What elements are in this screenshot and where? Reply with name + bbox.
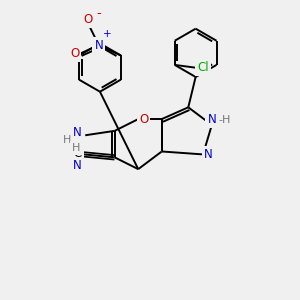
Text: -: -	[96, 7, 101, 20]
Text: N: N	[73, 126, 81, 140]
Text: O: O	[83, 13, 92, 26]
Text: N: N	[73, 159, 82, 172]
Text: O: O	[139, 112, 148, 126]
Text: N: N	[208, 113, 216, 126]
Text: -H: -H	[218, 115, 230, 125]
Text: +: +	[103, 29, 111, 39]
Text: N: N	[94, 39, 103, 52]
Text: H: H	[63, 135, 72, 145]
Text: Cl: Cl	[197, 61, 209, 74]
Text: N: N	[204, 148, 213, 161]
Text: O: O	[70, 47, 79, 60]
Text: H: H	[72, 142, 81, 153]
Text: C: C	[73, 147, 81, 160]
